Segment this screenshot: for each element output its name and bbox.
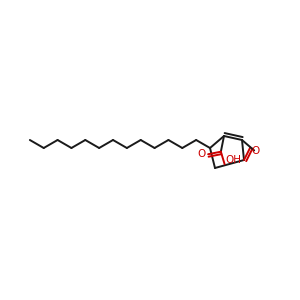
Text: O: O — [198, 149, 206, 159]
Text: OH: OH — [226, 155, 242, 165]
Text: O: O — [251, 146, 260, 157]
